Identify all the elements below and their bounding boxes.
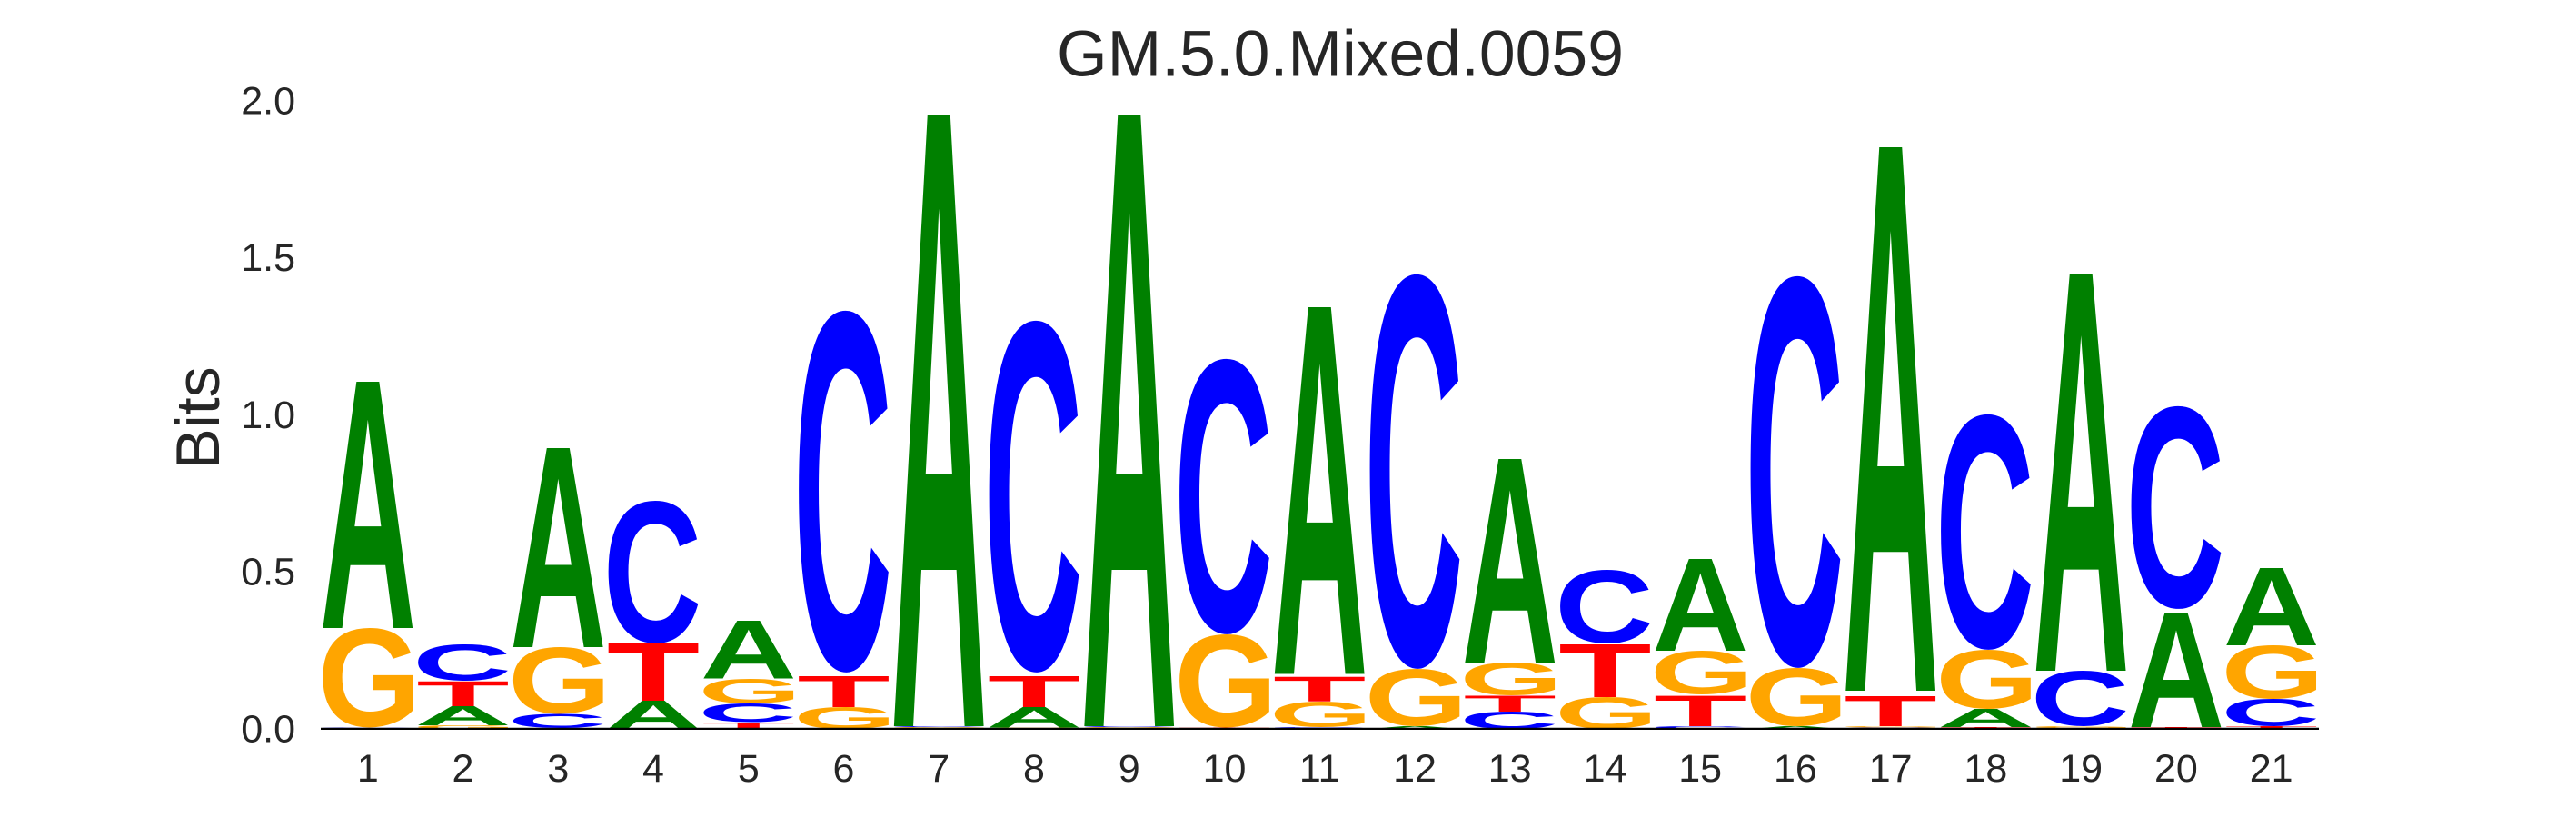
svg-text:G: G xyxy=(317,599,421,756)
svg-text:2: 2 xyxy=(453,747,474,791)
svg-text:A: A xyxy=(414,700,511,731)
svg-text:G: G xyxy=(1174,607,1278,754)
svg-text:C: C xyxy=(1745,162,1844,779)
svg-text:G: G xyxy=(1555,688,1658,738)
svg-text:G: G xyxy=(1840,726,1944,728)
svg-text:13: 13 xyxy=(1488,747,1532,791)
svg-text:C: C xyxy=(698,698,797,727)
svg-text:T: T xyxy=(797,667,890,717)
svg-text:T: T xyxy=(1558,628,1651,713)
svg-text:C: C xyxy=(889,726,988,728)
svg-text:A: A xyxy=(2128,578,2224,763)
svg-text:19: 19 xyxy=(2059,747,2103,791)
svg-text:G: G xyxy=(793,701,897,735)
svg-text:21: 21 xyxy=(2250,747,2293,791)
svg-text:9: 9 xyxy=(1119,747,1140,791)
svg-text:C: C xyxy=(1174,280,1273,713)
svg-text:2.0: 2.0 xyxy=(241,79,295,123)
svg-text:C: C xyxy=(793,205,892,776)
svg-text:15: 15 xyxy=(1678,747,1722,791)
svg-text:A: A xyxy=(605,692,701,738)
svg-text:G: G xyxy=(413,724,516,730)
svg-text:0.5: 0.5 xyxy=(241,551,295,594)
svg-text:A: A xyxy=(1081,0,1178,818)
svg-text:G: G xyxy=(1365,652,1468,743)
svg-text:G: G xyxy=(1935,633,2039,726)
svg-text:A: A xyxy=(1747,725,1844,730)
svg-text:T: T xyxy=(416,673,509,713)
svg-text:A: A xyxy=(510,385,606,709)
svg-text:A: A xyxy=(1271,192,1368,788)
svg-text:10: 10 xyxy=(1203,747,1247,791)
svg-text:3: 3 xyxy=(547,747,569,791)
svg-text:G: G xyxy=(2031,725,2134,728)
svg-text:T: T xyxy=(1844,687,1936,736)
svg-text:G: G xyxy=(1079,727,1182,729)
svg-text:7: 7 xyxy=(928,747,950,791)
svg-text:1.0: 1.0 xyxy=(241,394,295,437)
svg-text:0.0: 0.0 xyxy=(241,707,295,751)
svg-text:14: 14 xyxy=(1584,747,1627,791)
svg-text:G: G xyxy=(698,672,801,711)
svg-text:T: T xyxy=(1654,686,1746,735)
svg-text:6: 6 xyxy=(833,747,855,791)
svg-text:T: T xyxy=(607,625,700,718)
svg-text:C: C xyxy=(602,460,701,685)
svg-text:G: G xyxy=(1269,694,1373,734)
svg-text:G: G xyxy=(1650,639,1754,708)
svg-text:Bits: Bits xyxy=(164,366,233,469)
svg-text:T: T xyxy=(2224,725,2317,730)
svg-text:A: A xyxy=(890,0,987,818)
svg-text:G: G xyxy=(1746,651,1849,743)
svg-text:C: C xyxy=(2221,692,2320,734)
svg-text:A: A xyxy=(701,604,797,697)
svg-text:12: 12 xyxy=(1393,747,1437,791)
svg-text:17: 17 xyxy=(1869,747,1913,791)
svg-text:C: C xyxy=(413,634,512,692)
svg-text:11: 11 xyxy=(1299,747,1340,791)
svg-text:T: T xyxy=(1464,691,1557,716)
svg-text:C: C xyxy=(2125,347,2224,667)
svg-text:1.5: 1.5 xyxy=(241,236,295,280)
svg-text:18: 18 xyxy=(1964,747,2007,791)
svg-text:C: C xyxy=(1935,347,2034,718)
svg-text:A: A xyxy=(1843,0,1939,818)
svg-text:4: 4 xyxy=(642,747,664,791)
svg-text:A: A xyxy=(2223,544,2320,669)
svg-text:C: C xyxy=(1364,159,1463,782)
svg-text:C: C xyxy=(983,218,1082,773)
svg-text:T: T xyxy=(988,667,1080,717)
svg-text:1: 1 xyxy=(357,747,379,791)
svg-text:A: A xyxy=(2033,151,2129,793)
svg-text:G: G xyxy=(1459,653,1563,705)
svg-text:C: C xyxy=(1650,725,1749,729)
svg-text:16: 16 xyxy=(1774,747,1817,791)
svg-text:8: 8 xyxy=(1023,747,1045,791)
svg-text:C: C xyxy=(1079,726,1178,728)
svg-text:G: G xyxy=(889,727,992,729)
svg-text:A: A xyxy=(320,305,416,705)
svg-text:GM.5.0.Mixed.0059: GM.5.0.Mixed.0059 xyxy=(1057,18,1624,91)
svg-text:A: A xyxy=(1367,725,1463,730)
svg-text:T: T xyxy=(702,721,795,731)
svg-text:G: G xyxy=(508,627,612,733)
svg-text:C: C xyxy=(1555,549,1654,664)
svg-text:T: T xyxy=(1273,669,1366,709)
svg-text:A: A xyxy=(1652,531,1748,680)
svg-text:20: 20 xyxy=(2154,747,2198,791)
svg-text:A: A xyxy=(1462,394,1558,726)
svg-text:G: G xyxy=(2221,630,2324,714)
svg-text:5: 5 xyxy=(738,747,760,791)
